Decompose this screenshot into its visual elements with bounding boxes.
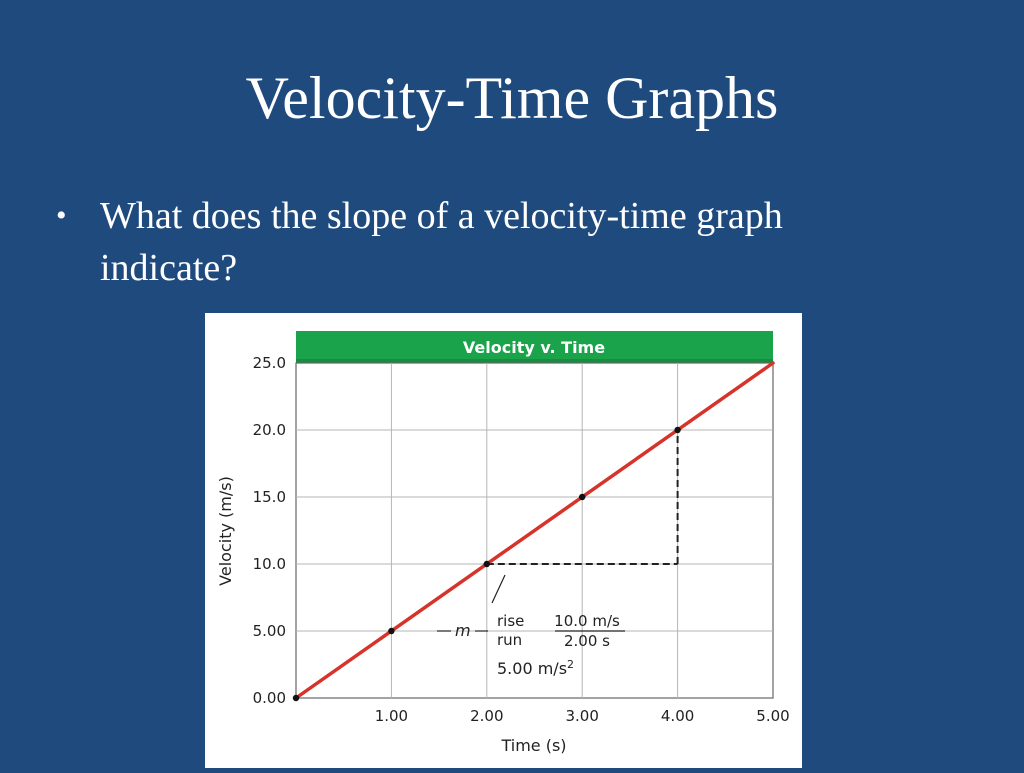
velocity-line: [294, 361, 775, 700]
annotation-leader: [491, 574, 506, 604]
annotation-run: run: [497, 631, 522, 649]
y-tick-label: 0.00: [253, 689, 286, 707]
data-point: [579, 493, 586, 501]
series-layer: [292, 361, 775, 702]
x-tick-label: 4.00: [661, 707, 694, 725]
data-point: [483, 560, 490, 568]
slope-triangle: [486, 430, 679, 565]
y-tick-label: 20.0: [253, 421, 286, 439]
y-tick-label: 15.0: [253, 488, 286, 506]
annotation-result: 5.00 m/s2: [497, 658, 574, 678]
annotation-rise: rise: [497, 612, 524, 630]
chart-title: Velocity v. Time: [463, 338, 605, 357]
slide-title: Velocity-Time Graphs: [245, 65, 779, 131]
y-tick-label: 5.00: [253, 622, 286, 640]
data-point: [292, 694, 300, 702]
y-tick-label: 25.0: [253, 354, 286, 372]
bullet-dot: •: [56, 199, 67, 232]
plot-border: [295, 362, 774, 699]
annotation-m: m: [455, 621, 471, 640]
bullet-text: What does the slope of a velocity-time g…: [100, 195, 783, 289]
x-axis-label: Time (s): [500, 736, 566, 755]
velocity-time-chart: Velocity v. Time 1.00 2.00 3.00 4.00 5.00 0.0…: [216, 331, 790, 755]
annotation-denominator: 2.00 s: [564, 632, 610, 650]
x-tick-label: 5.00: [756, 707, 789, 725]
annotation-result-exponent: 2: [567, 658, 574, 671]
y-axis-label: Velocity (m/s): [216, 476, 235, 586]
data-point: [674, 426, 681, 434]
data-point: [388, 627, 395, 635]
x-tick-label: 2.00: [470, 707, 503, 725]
tick-labels: 1.00 2.00 3.00 4.00 5.00 0.00 5.00 10.0 15.0 20.0…: [253, 354, 790, 725]
x-tick-label: 1.00: [375, 707, 408, 725]
annotation-numerator: 10.0 m/s: [554, 612, 620, 630]
chart-header-shadow: [296, 359, 773, 363]
x-tick-label: 3.00: [565, 707, 598, 725]
y-tick-label: 10.0: [253, 555, 286, 573]
grid-lines: [296, 363, 773, 698]
chart-panel: Velocity v. Time 1.00 2.00 3.00 4.00 5.00 0.0…: [205, 313, 802, 768]
annotation-result-value: 5.00 m/s: [497, 659, 567, 678]
chart-header-bar: [296, 331, 773, 363]
